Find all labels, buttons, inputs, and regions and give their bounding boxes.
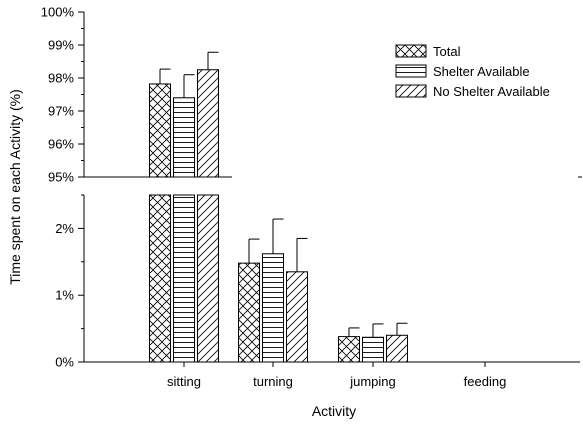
x-tick-label: sitting <box>167 374 201 389</box>
bar <box>238 262 260 363</box>
y-tick-label: 97% <box>48 104 74 119</box>
y-tick-label: 99% <box>48 38 74 53</box>
y-tick-label: 0% <box>55 355 74 370</box>
bar-upper-segment <box>173 97 195 178</box>
y-tick-label: 2% <box>55 221 74 236</box>
legend: Total Shelter Available No Shelter Availab… <box>395 44 550 99</box>
y-tick-label: 95% <box>48 170 74 185</box>
bar-upper-segment <box>197 69 219 178</box>
y-tick-label: 96% <box>48 137 74 152</box>
x-tick-label: turning <box>253 374 293 389</box>
y-tick-label: 98% <box>48 71 74 86</box>
legend-label: Total <box>433 44 461 59</box>
y-axis-label: Time spent on each Activity (%) <box>7 89 23 285</box>
legend-swatch <box>395 84 427 98</box>
tick-labels: 95% 96% 97% 98% 99% 100% 0% 1% 2% sitting turning j… <box>41 5 507 390</box>
bar <box>386 334 408 363</box>
bar-lower-segment <box>197 194 219 363</box>
bars <box>149 69 408 363</box>
bar <box>262 253 284 363</box>
legend-swatch <box>395 64 427 78</box>
bar-lower-segment <box>173 194 195 363</box>
bar <box>362 336 384 363</box>
legend-label: No Shelter Available <box>433 84 550 99</box>
bar-upper-segment <box>149 83 171 178</box>
y-tick-label: 100% <box>41 5 75 20</box>
bar <box>338 336 360 363</box>
legend-swatch <box>395 44 427 58</box>
x-tick-label: jumping <box>349 374 396 389</box>
x-axis-label: Activity <box>312 403 356 419</box>
error-bars <box>159 51 408 338</box>
legend-label: Shelter Available <box>433 64 530 79</box>
bar-lower-segment <box>149 194 171 363</box>
y-tick-label: 1% <box>55 288 74 303</box>
x-tick-label: feeding <box>464 374 507 389</box>
bar <box>286 271 308 363</box>
